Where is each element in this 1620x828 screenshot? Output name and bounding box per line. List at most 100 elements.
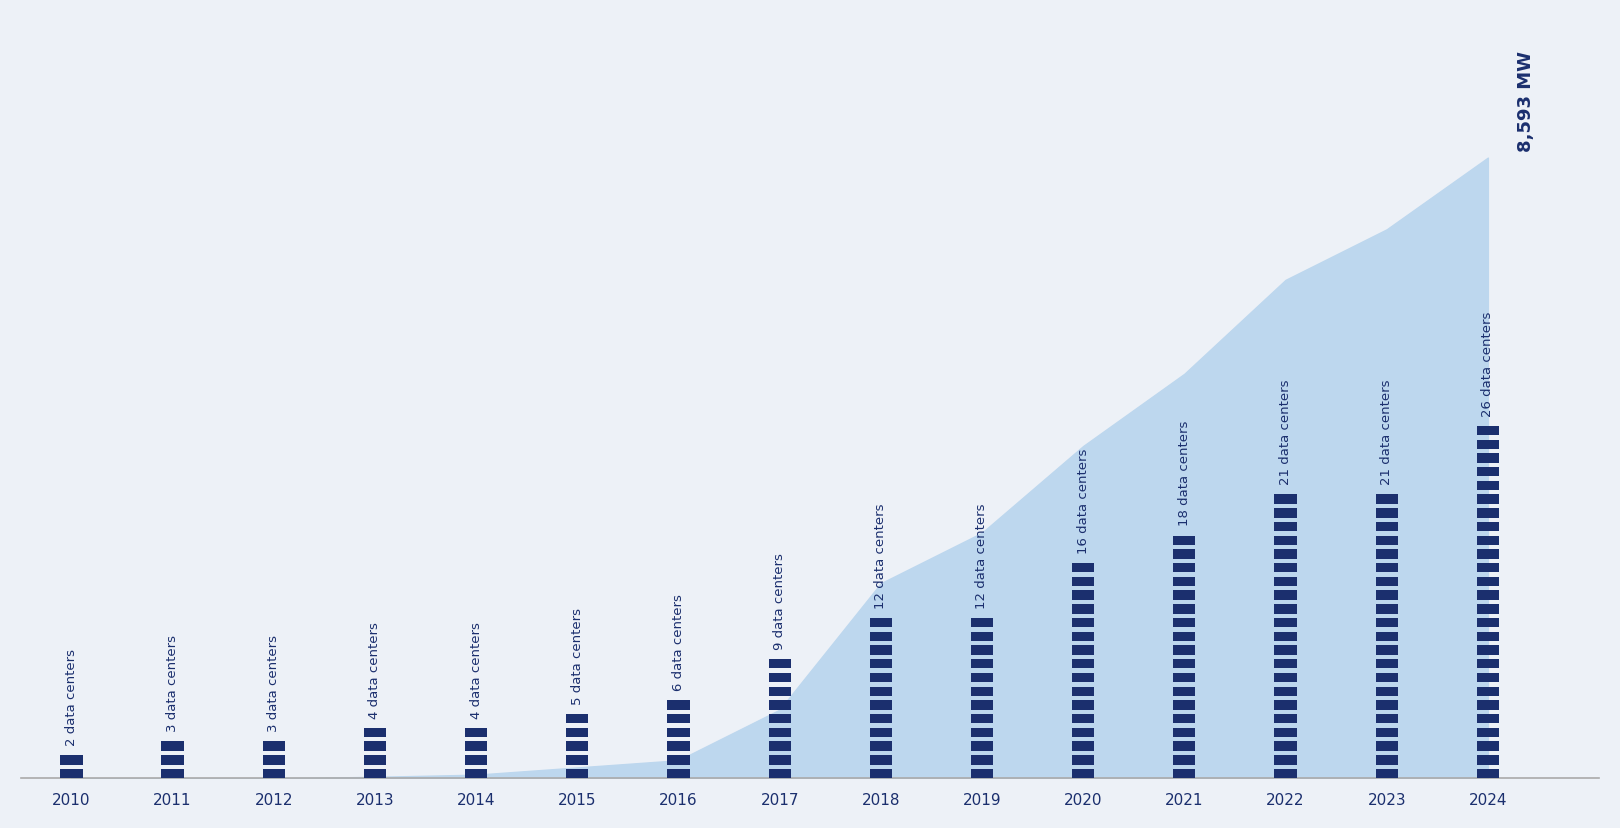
Bar <box>1173 604 1196 614</box>
Bar <box>162 755 183 764</box>
Bar <box>768 742 791 751</box>
Bar <box>1275 536 1296 546</box>
Bar <box>870 619 893 628</box>
Bar <box>1477 577 1498 586</box>
Bar <box>1173 632 1196 641</box>
Bar <box>970 728 993 737</box>
Bar <box>970 700 993 710</box>
Bar <box>1477 590 1498 600</box>
Bar <box>1275 508 1296 518</box>
Bar <box>1477 550 1498 559</box>
Bar <box>1173 673 1196 682</box>
Text: 21 data centers: 21 data centers <box>1280 379 1293 484</box>
Bar <box>1275 755 1296 764</box>
Bar <box>1477 700 1498 710</box>
Bar <box>870 742 893 751</box>
Bar <box>970 632 993 641</box>
Bar <box>1375 590 1398 600</box>
Bar <box>667 769 690 778</box>
Bar <box>1375 577 1398 586</box>
Bar <box>1477 714 1498 724</box>
Bar <box>1477 742 1498 751</box>
Bar <box>1275 728 1296 737</box>
Bar <box>1275 522 1296 532</box>
Bar <box>1375 673 1398 682</box>
Bar <box>870 659 893 669</box>
Bar <box>1477 769 1498 778</box>
Bar <box>162 769 183 778</box>
Bar <box>1477 619 1498 628</box>
Bar <box>465 742 488 751</box>
Bar <box>1173 646 1196 655</box>
Bar <box>768 755 791 764</box>
Bar <box>1072 590 1094 600</box>
Bar <box>1375 563 1398 573</box>
Bar <box>1173 728 1196 737</box>
Bar <box>1375 755 1398 764</box>
Bar <box>1375 700 1398 710</box>
Bar <box>768 673 791 682</box>
Text: 3 data centers: 3 data centers <box>267 634 280 731</box>
Bar <box>1072 755 1094 764</box>
Bar <box>870 673 893 682</box>
Bar <box>1477 659 1498 669</box>
Bar <box>870 686 893 696</box>
Bar <box>1375 728 1398 737</box>
Bar <box>870 714 893 724</box>
Bar <box>870 700 893 710</box>
Bar <box>1173 714 1196 724</box>
Bar <box>364 728 386 737</box>
Bar <box>1173 590 1196 600</box>
Bar <box>364 769 386 778</box>
Bar <box>1072 700 1094 710</box>
Bar <box>1477 522 1498 532</box>
Bar <box>262 755 285 764</box>
Text: 6 data centers: 6 data centers <box>672 594 685 691</box>
Bar <box>1072 769 1094 778</box>
Bar <box>1275 646 1296 655</box>
Bar <box>1275 604 1296 614</box>
Bar <box>870 646 893 655</box>
Bar <box>870 769 893 778</box>
Bar <box>262 769 285 778</box>
Bar <box>1072 686 1094 696</box>
Bar <box>364 742 386 751</box>
Bar <box>1477 755 1498 764</box>
Bar <box>1275 659 1296 669</box>
Bar <box>162 742 183 751</box>
Bar <box>1477 604 1498 614</box>
Bar <box>1275 686 1296 696</box>
Bar <box>870 728 893 737</box>
Bar <box>1275 769 1296 778</box>
Bar <box>1072 604 1094 614</box>
Bar <box>1477 495 1498 504</box>
Bar <box>1375 659 1398 669</box>
Bar <box>1477 426 1498 436</box>
Bar <box>1173 769 1196 778</box>
Text: 16 data centers: 16 data centers <box>1077 448 1090 553</box>
Text: 12 data centers: 12 data centers <box>875 503 888 608</box>
Bar <box>1275 619 1296 628</box>
Bar <box>1375 508 1398 518</box>
Bar <box>60 755 83 764</box>
Bar <box>1375 619 1398 628</box>
Bar <box>768 769 791 778</box>
Bar <box>1275 673 1296 682</box>
Bar <box>970 659 993 669</box>
Bar <box>1477 467 1498 477</box>
Text: 4 data centers: 4 data centers <box>368 621 381 718</box>
Bar <box>465 769 488 778</box>
Bar <box>1477 454 1498 463</box>
Bar <box>1375 686 1398 696</box>
Bar <box>1275 714 1296 724</box>
Bar <box>1375 632 1398 641</box>
Text: 4 data centers: 4 data centers <box>470 621 483 718</box>
Bar <box>667 714 690 724</box>
Text: 3 data centers: 3 data centers <box>167 634 180 731</box>
Bar <box>667 700 690 710</box>
Bar <box>1072 563 1094 573</box>
Text: 5 data centers: 5 data centers <box>570 607 583 704</box>
Bar <box>768 700 791 710</box>
Bar <box>1173 563 1196 573</box>
Bar <box>465 755 488 764</box>
